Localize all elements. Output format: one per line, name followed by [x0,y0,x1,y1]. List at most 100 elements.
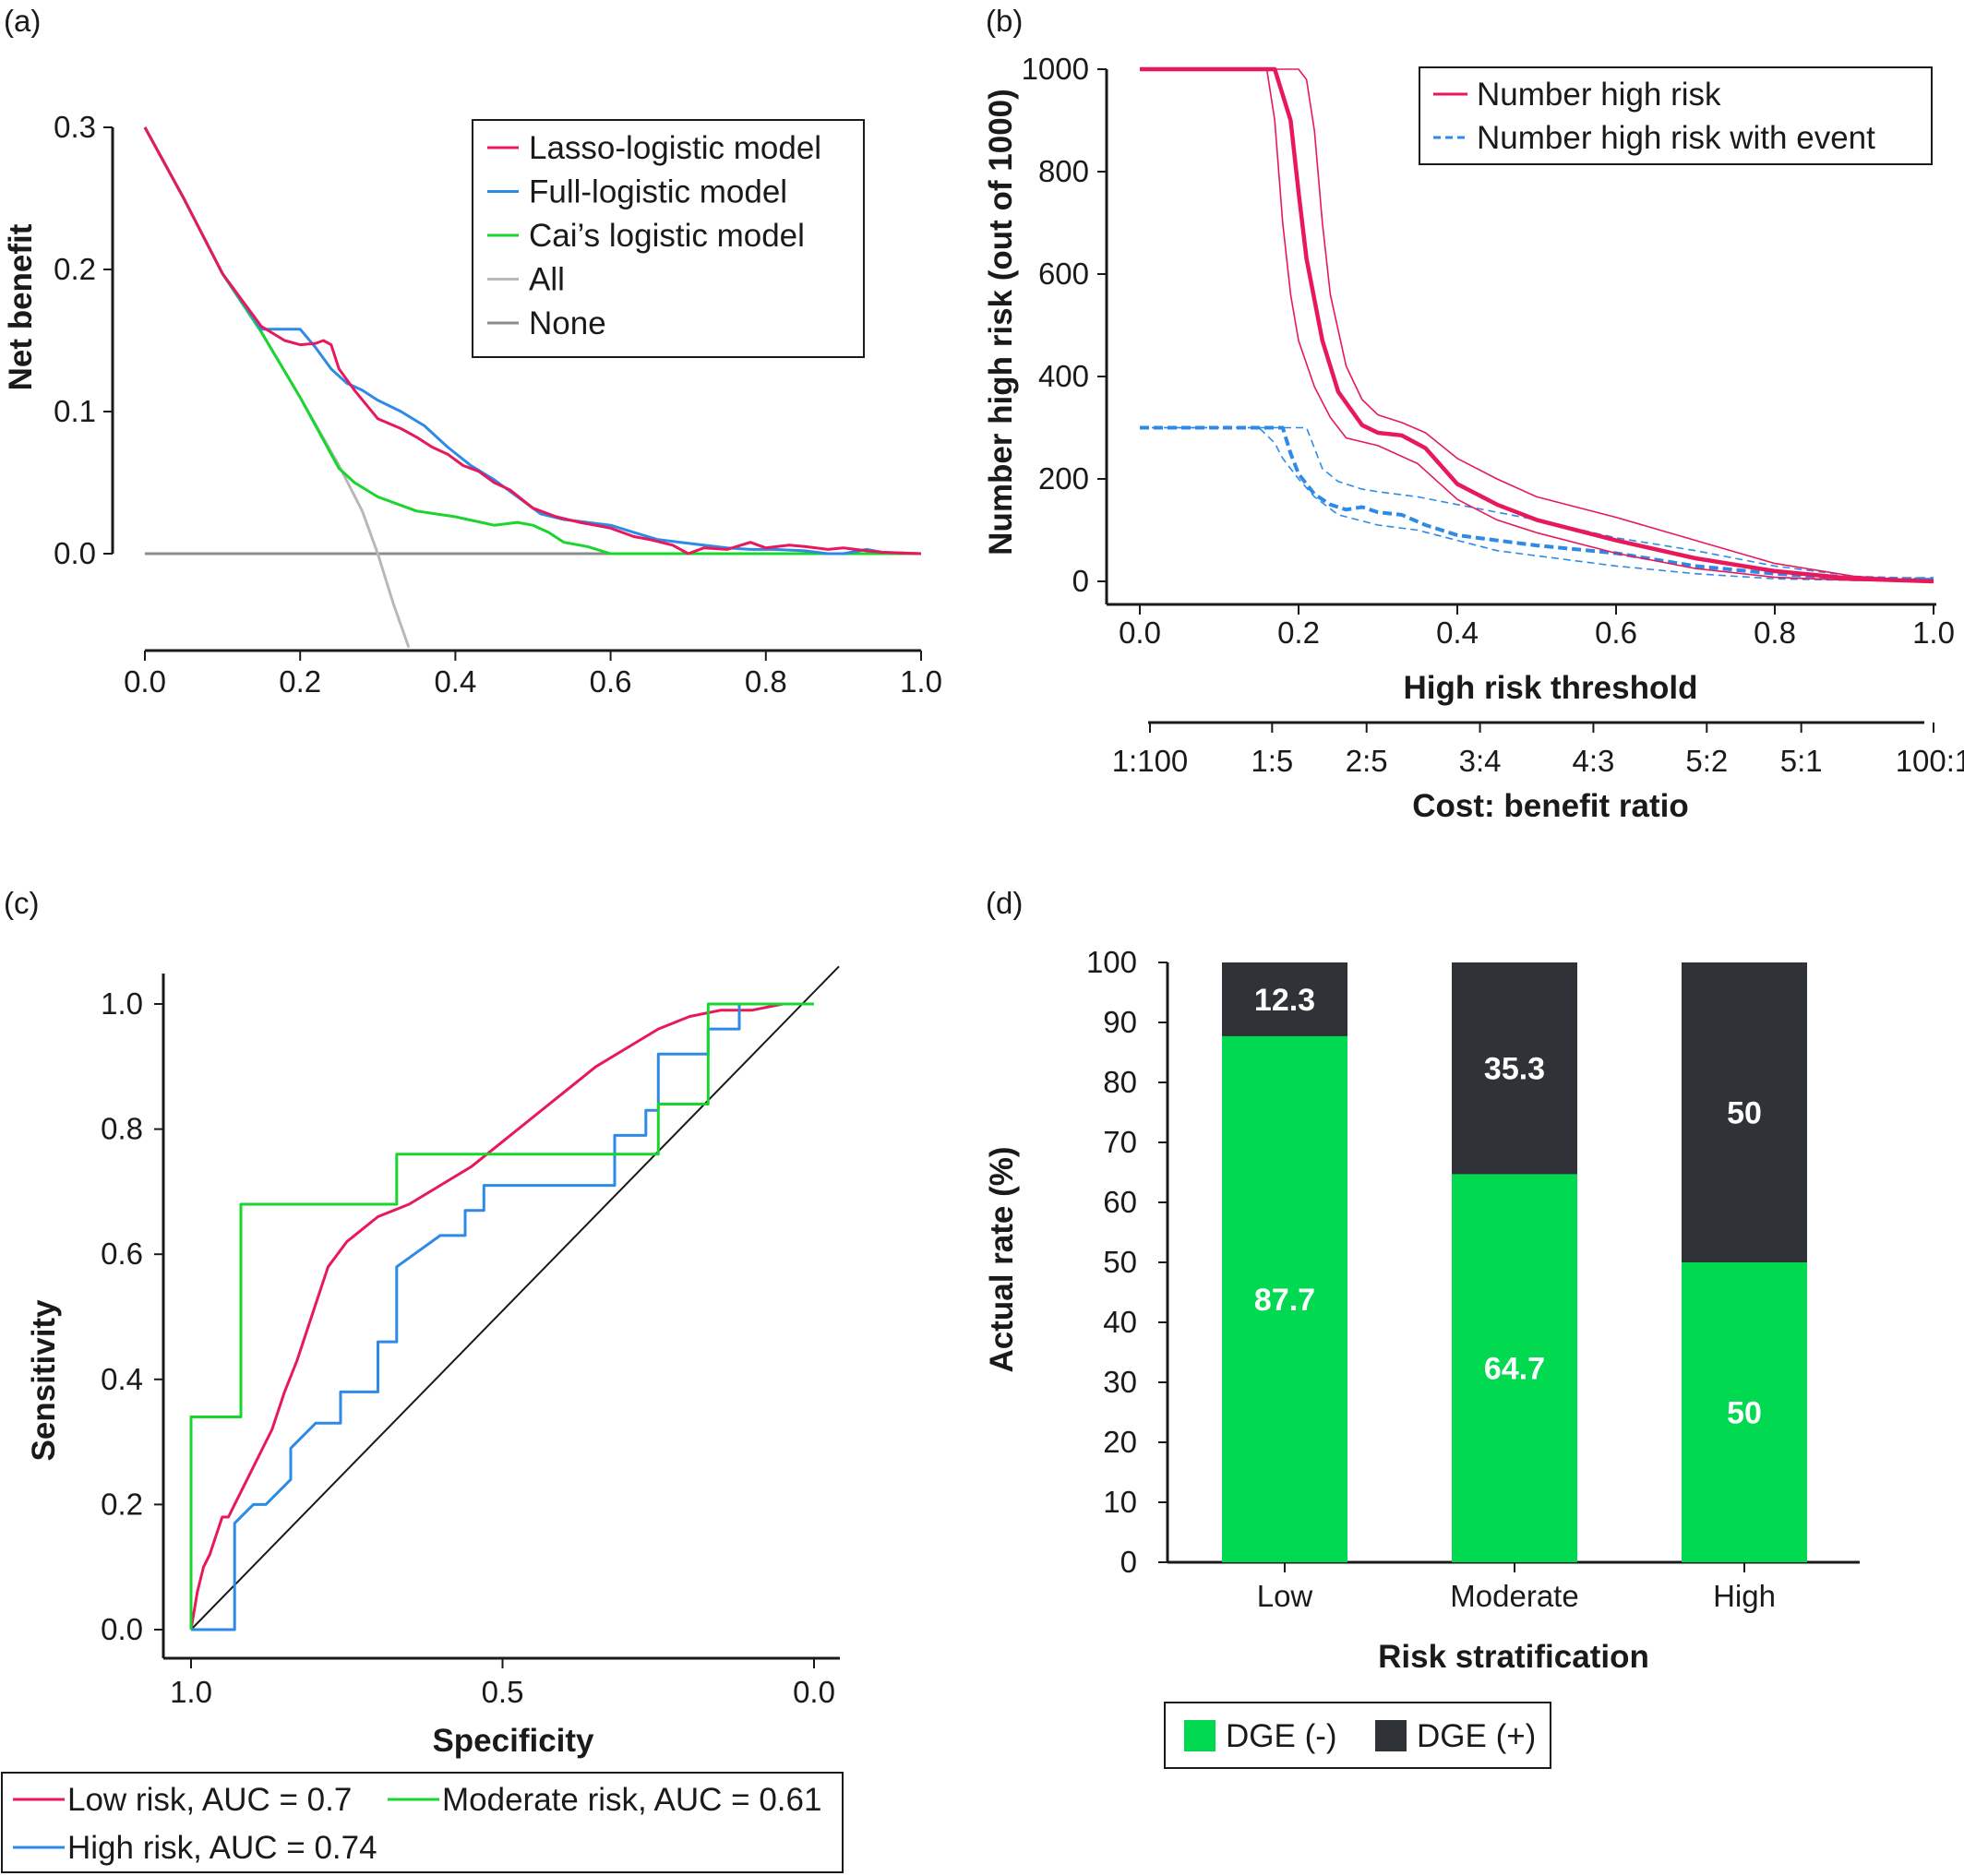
panel-d-ytick-label: 90 [1103,1005,1137,1039]
panel-b-legend-item: Number high risk with event [1477,120,1875,156]
panel-d-bar-dge-neg [1682,1262,1807,1562]
panel-a-ytick-label: 0.2 [54,252,96,286]
panel-a-xtick-label: 0.4 [434,664,476,699]
panel-a-series-full-logistic-model [143,126,922,556]
panel-c-ylabel: Sensitivity [26,1299,62,1462]
panel-d-xtick-label: Moderate [1450,1579,1578,1613]
panel-d-ytick-label: 30 [1103,1365,1137,1399]
panel-b-secondary-label: Cost: benefit ratio [1412,788,1688,824]
panel-a-legend-item: All [529,262,565,298]
panel-d-ytick-label: 40 [1103,1305,1137,1339]
panel-a-label: (a) [4,4,41,38]
panel-d-ytick-label: 80 [1103,1065,1137,1099]
panel-a-ytick-label: 0.3 [54,110,96,144]
panel-c-ytick-label: 0.0 [101,1612,143,1646]
panel-b-secondary-tick-label: 2:5 [1346,744,1388,778]
panel-d-ylabel: Actual rate (%) [984,1146,1020,1372]
panel-a-ytick-label: 0.0 [54,536,96,570]
panel-d-bar-label-dge-neg: 87.7 [1254,1283,1315,1318]
panel-b-series-number-high-risk [1140,66,1934,584]
panel-d-label: (d) [986,886,1023,920]
panel-a: (a) Net benefit 0.0 0.1 0.2 0.3 0.0 0.2 0.4 0.… [3,4,942,699]
panel-c-legend-item: Low risk, AUC = 0.7 [67,1782,352,1818]
panel-d-bar-dge-pos [1682,962,1807,1262]
panel-b-ytick-label: 200 [1038,461,1089,496]
panel-d-ytick-label: 70 [1103,1125,1137,1159]
panel-a-legend-item: Lasso-logistic model [529,130,821,166]
panel-d-legend-swatch [1184,1720,1216,1751]
panel-b-secondary-tick-label: 4:3 [1572,744,1614,778]
panel-b-series-number-high-risk-with-event-upper-ci [1140,426,1934,580]
panel-c-xlabel: Specificity [432,1723,594,1759]
panel-c: (c) Sensitivity 0.0 0.2 0.4 0.6 0.8 1.0 1.0 0.… [1,886,844,1873]
panel-d-xtick-label: High [1713,1579,1776,1613]
panel-b-secondary-tick-label: 1:100 [1112,744,1189,778]
panel-b-xtick-label: 0.8 [1754,615,1796,650]
panel-b-series-number-high-risk-with-event [1140,425,1934,581]
panel-b-ytick-label: 600 [1038,257,1089,291]
panel-b-ytick-label: 0 [1072,564,1089,598]
panel-a-series-all [143,126,411,649]
panel-b-label: (b) [986,4,1023,38]
panel-c-series-moderate-risk-auc-0-61 [189,1002,814,1630]
panel-b-ylabel: Number high risk (out of 1000) [983,89,1019,556]
panel-c-ytick-label: 0.6 [101,1237,143,1271]
panel-a-xtick-label: 1.0 [900,664,942,699]
panel-b-series-number-high-risk-upper-ci [1140,68,1934,582]
panel-a-legend-item: Cai’s logistic model [529,218,805,254]
panel-c-ytick-label: 0.2 [101,1487,143,1521]
panel-d: (d) Actual rate (%) 0 10 20 30 40 50 60 70 80 90 1… [984,886,1860,1769]
panel-b-xlabel: High risk threshold [1404,670,1698,706]
panel-c-xtick-label: 0.0 [793,1675,835,1709]
panel-c-ytick-label: 0.4 [101,1362,143,1396]
panel-d-ytick-label: 100 [1086,945,1137,979]
panel-d-bar-dge-neg [1452,1174,1577,1562]
panel-c-series-high-risk-auc-0-74 [191,1002,814,1631]
panel-b-series-number-high-risk-with-event-lower-ci [1140,426,1934,581]
panel-c-xtick-label: 1.0 [170,1675,212,1709]
panel-c-ytick-label: 0.8 [101,1112,143,1146]
panel-c-series-low-risk-auc-0-7 [189,1002,814,1631]
panel-b-legend-item: Number high risk [1477,77,1721,113]
panel-d-bar-dge-neg [1222,1035,1347,1562]
panel-b-secondary-tick-label: 3:4 [1459,744,1502,778]
panel-b-secondary-tick-label: 1:5 [1251,744,1293,778]
panel-d-legend-item: DGE (+) [1417,1718,1536,1754]
panel-d-legend-swatch [1375,1720,1407,1751]
panel-b-secondary-tick-label: 100:1 [1896,744,1964,778]
panel-d-legend: DGE (-) DGE (+) [1164,1702,1551,1769]
panel-a-legend-box [472,119,865,358]
panel-b-xtick-label: 0.0 [1119,615,1161,650]
panel-b-xtick-label: 0.2 [1277,615,1320,650]
panel-b-secondary-tick-label: 5:2 [1685,744,1728,778]
panel-d-bar-label-dge-pos: 50 [1727,1096,1762,1131]
panel-b-legend: Number high risk Number high risk with ev… [1419,66,1933,165]
panel-b: (b) Number high risk (out of 1000) 0 200 4… [983,4,1964,824]
panel-d-bar-dge-pos [1452,962,1577,1175]
panel-b-legend-box [1419,66,1933,165]
panel-d-legend-box [1164,1702,1551,1769]
panel-d-ytick-label: 20 [1103,1425,1137,1459]
panel-b-xtick-label: 0.6 [1595,615,1637,650]
panel-d-bar-label-dge-neg: 50 [1727,1396,1762,1431]
panel-a-xtick-label: 0.6 [590,664,632,699]
panel-c-legend-item: Moderate risk, AUC = 0.61 [442,1782,821,1818]
panel-d-ytick-label: 0 [1120,1545,1137,1579]
panel-d-ytick-label: 10 [1103,1485,1137,1519]
panel-c-legend: Low risk, AUC = 0.7 Moderate risk, AUC = … [1,1772,844,1873]
panel-d-ytick-label: 50 [1103,1245,1137,1279]
panel-d-bar-label-dge-pos: 12.3 [1254,983,1315,1018]
panel-a-legend-item: Full-logistic model [529,174,787,210]
panel-b-ytick-label: 1000 [1022,52,1089,86]
panel-a-xtick-label: 0.8 [745,664,787,699]
panel-d-xtick-label: Low [1257,1579,1313,1613]
panel-b-ytick-label: 800 [1038,154,1089,188]
panel-d-bar-label-dge-pos: 35.3 [1484,1052,1545,1087]
panel-a-legend: Lasso-logistic model Full-logistic model C… [472,119,865,358]
panel-b-secondary-tick-label: 5:1 [1780,744,1823,778]
panel-b-ytick-label: 400 [1038,359,1089,393]
panel-d-ytick-label: 60 [1103,1185,1137,1219]
panel-b-series-number-high-risk-lower-ci [1140,68,1934,582]
panel-a-series-lasso-logistic-model [143,126,922,556]
